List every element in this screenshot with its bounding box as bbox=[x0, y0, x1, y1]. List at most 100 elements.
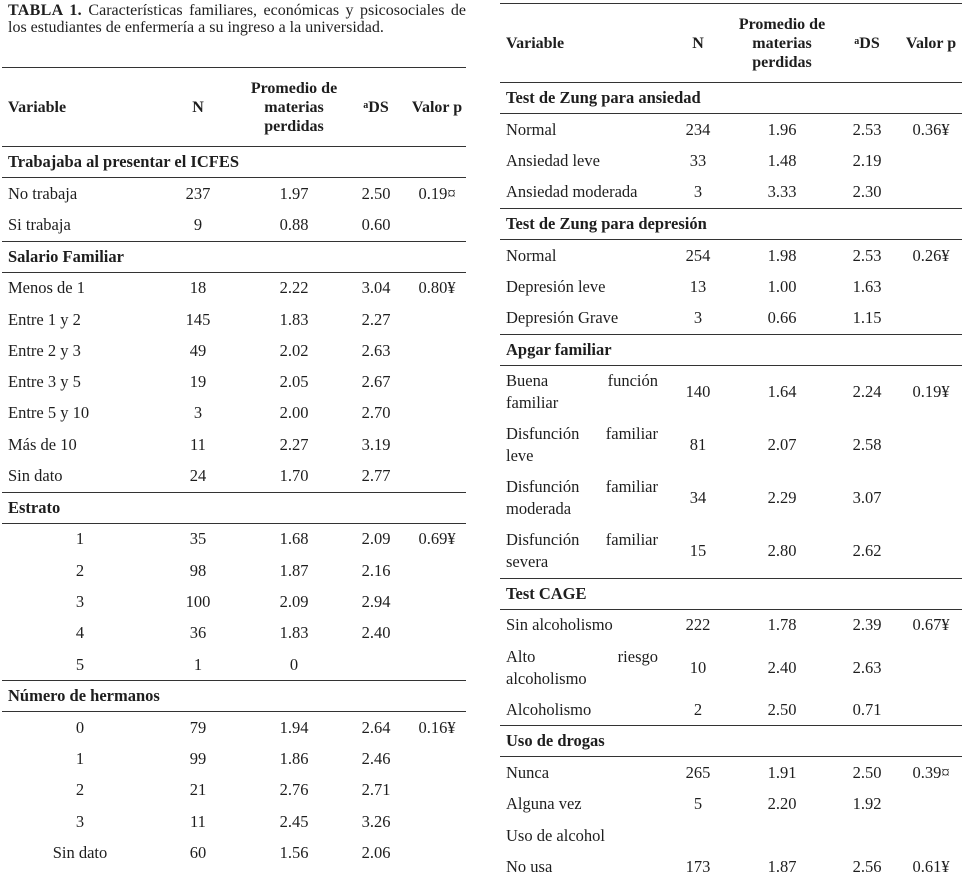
table-row: Menos de 1 18 2.22 3.04 0.80¥ bbox=[2, 272, 466, 304]
cell-p-value bbox=[900, 302, 962, 334]
cell-n: 81 bbox=[689, 435, 707, 455]
cell-ds: 2.56 bbox=[852, 856, 882, 876]
table-row: Normal 234 1.96 2.53 0.36¥ bbox=[500, 114, 962, 146]
cell-ds: 2.16 bbox=[361, 560, 391, 580]
cell-avg bbox=[730, 820, 834, 851]
cell-n: 237 bbox=[185, 183, 211, 203]
section-title: Salario Familiar bbox=[2, 241, 466, 273]
header-ds-superscript: a bbox=[363, 99, 369, 111]
section-row: Test de Zung para ansiedad bbox=[500, 82, 962, 114]
row-label: Entre 5 y 10 bbox=[8, 403, 90, 423]
table-row: Nunca 265 1.91 2.50 0.39¤ bbox=[500, 757, 962, 789]
cell-avg: 2.02 bbox=[279, 340, 309, 360]
cell-n: 35 bbox=[189, 529, 207, 549]
cell-n: 254 bbox=[685, 245, 711, 265]
row-label: Normal bbox=[506, 119, 557, 139]
cell-p-value bbox=[408, 618, 466, 649]
cell-p-value: 0.19¥ bbox=[912, 382, 950, 402]
caption-text: Características familiares, económicas y… bbox=[8, 2, 466, 36]
cell-p-value bbox=[408, 304, 466, 335]
header-ds-superscript: a bbox=[854, 35, 860, 47]
row-label: 5 bbox=[75, 654, 85, 674]
cell-ds: 2.09 bbox=[361, 529, 391, 549]
cell-avg: 1.64 bbox=[767, 382, 797, 402]
cell-p-value: 0.69¥ bbox=[418, 529, 456, 549]
table-row: Depresión Grave 3 0.66 1.15 bbox=[500, 302, 962, 334]
cell-ds: 2.63 bbox=[361, 340, 391, 360]
cell-ds: 1.92 bbox=[852, 794, 882, 814]
cell-p-value bbox=[408, 398, 466, 429]
section-row: Trabajaba al presentar el ICFES bbox=[2, 146, 466, 178]
row-label: Depresión Grave bbox=[506, 308, 619, 328]
cell-n: 5 bbox=[693, 794, 703, 814]
header-ds-label: DS bbox=[368, 98, 389, 116]
header-ds: aDS bbox=[344, 68, 408, 147]
cell-p-value: 0.19¤ bbox=[418, 183, 456, 203]
table-row: Depresión leve 13 1.00 1.63 bbox=[500, 271, 962, 302]
cell-n: 36 bbox=[189, 623, 207, 643]
cell-p-value bbox=[900, 820, 962, 851]
table-row: Más de 10 11 2.27 3.19 bbox=[2, 429, 466, 460]
row-label: 1 bbox=[75, 749, 85, 769]
cell-avg: 1.78 bbox=[767, 615, 797, 635]
table-row: Ansiedad moderada 3 3.33 2.30 bbox=[500, 177, 962, 209]
header-variable: Variable bbox=[506, 34, 565, 52]
row-label: Disfunción familiar severa bbox=[506, 530, 658, 572]
row-label: 1 bbox=[75, 529, 85, 549]
row-label: 3 bbox=[75, 811, 85, 831]
table-row: Disfunción familiar moderada 34 2.29 3.07 bbox=[500, 472, 962, 525]
row-label: Menos de 1 bbox=[8, 278, 85, 298]
left-table-panel: Variable N Promedio de materias perdidas… bbox=[2, 67, 466, 869]
cell-n: 98 bbox=[189, 560, 207, 580]
row-label: Entre 1 y 2 bbox=[8, 309, 81, 329]
cell-n: 99 bbox=[189, 749, 207, 769]
row-label: Alto riesgo alcoholismo bbox=[506, 646, 658, 688]
cell-ds: 2.30 bbox=[852, 182, 882, 202]
cell-avg: 1.98 bbox=[767, 245, 797, 265]
row-label: Alcoholismo bbox=[506, 699, 592, 719]
section-title: Trabajaba al presentar el ICFES bbox=[2, 146, 466, 178]
header-n: N bbox=[692, 34, 704, 52]
section-row: Estrato bbox=[2, 492, 466, 524]
cell-p-value bbox=[900, 789, 962, 820]
section-title: Test CAGE bbox=[500, 578, 962, 610]
cell-n: 173 bbox=[685, 856, 711, 876]
table-caption: TABLA 1. Características familiares, eco… bbox=[8, 2, 466, 36]
cell-avg: 1.91 bbox=[767, 763, 797, 783]
cell-n bbox=[666, 820, 730, 851]
cell-n: 265 bbox=[685, 763, 711, 783]
cell-p-value bbox=[900, 419, 962, 472]
cell-avg: 2.07 bbox=[767, 435, 797, 455]
cell-p-value: 0.39¤ bbox=[912, 763, 950, 783]
cell-n: 145 bbox=[185, 309, 211, 329]
cell-n: 79 bbox=[189, 717, 207, 737]
header-ds: aDS bbox=[834, 4, 900, 83]
left-header-row: Variable N Promedio de materias perdidas… bbox=[2, 67, 466, 147]
cell-ds: 2.24 bbox=[852, 382, 882, 402]
cell-n: 34 bbox=[689, 488, 707, 508]
table-row: Sin dato 24 1.70 2.77 bbox=[2, 460, 466, 492]
cell-avg: 2.22 bbox=[279, 278, 309, 298]
row-label: Entre 2 y 3 bbox=[8, 340, 81, 360]
cell-avg: 2.00 bbox=[279, 403, 309, 423]
cell-p-value bbox=[408, 806, 466, 837]
cell-n: 60 bbox=[189, 842, 207, 862]
cell-ds: 0.60 bbox=[361, 214, 391, 234]
header-avg: Promedio de materias perdidas bbox=[738, 15, 826, 71]
left-table: Variable N Promedio de materias perdidas… bbox=[2, 67, 466, 869]
right-table-panel: Variable N Promedio de materias perdidas… bbox=[500, 3, 962, 883]
header-n: N bbox=[192, 98, 204, 116]
table-row: No usa 173 1.87 2.56 0.61¥ bbox=[500, 851, 962, 882]
cell-avg: 1.00 bbox=[767, 276, 797, 296]
table-row: Buena función familiar 140 1.64 2.24 0.19¥ bbox=[500, 365, 962, 419]
cell-avg: 1.68 bbox=[279, 529, 309, 549]
cell-n: 15 bbox=[689, 541, 707, 561]
section-title: Uso de drogas bbox=[500, 725, 962, 758]
table-row: 2 21 2.76 2.71 bbox=[2, 775, 466, 806]
right-header-row: Variable N Promedio de materias perdidas… bbox=[500, 3, 962, 83]
cell-ds: 2.53 bbox=[852, 119, 882, 139]
cell-avg: 2.29 bbox=[767, 488, 797, 508]
section-row: Salario Familiar bbox=[2, 241, 466, 273]
row-label: Sin dato bbox=[8, 466, 63, 486]
row-label: No trabaja bbox=[8, 183, 78, 203]
